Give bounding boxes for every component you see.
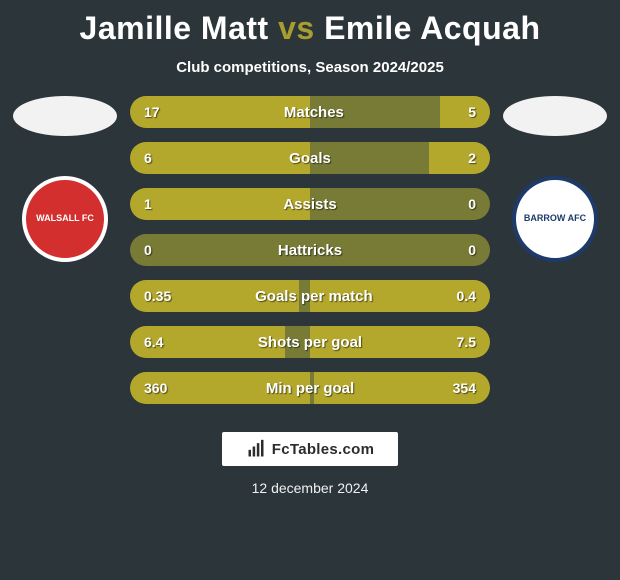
stat-label: Hattricks bbox=[152, 242, 468, 259]
stat-value-left: 6 bbox=[130, 150, 152, 166]
stat-value-right: 2 bbox=[468, 150, 490, 166]
stat-row: 0.35Goals per match0.4 bbox=[130, 280, 490, 312]
stat-label: Assists bbox=[152, 196, 468, 213]
brand-box: FcTables.com bbox=[222, 432, 398, 466]
stat-value-right: 7.5 bbox=[457, 334, 490, 350]
stat-value-right: 5 bbox=[468, 104, 490, 120]
subtitle: Club competitions, Season 2024/2025 bbox=[0, 59, 620, 76]
player1-name: Jamille Matt bbox=[80, 10, 269, 46]
left-side: WALSALL FC bbox=[10, 96, 120, 262]
stat-row: 17Matches5 bbox=[130, 96, 490, 128]
stat-row: 360Min per goal354 bbox=[130, 372, 490, 404]
stat-value-left: 17 bbox=[130, 104, 160, 120]
stat-value-left: 1 bbox=[130, 196, 152, 212]
chart-icon bbox=[246, 439, 266, 459]
stat-value-right: 0 bbox=[468, 196, 490, 212]
player2-club-label: BARROW AFC bbox=[524, 214, 586, 224]
footer-date: 12 december 2024 bbox=[0, 480, 620, 496]
stat-value-left: 6.4 bbox=[130, 334, 163, 350]
stats-bars: 17Matches56Goals21Assists00Hattricks00.3… bbox=[120, 96, 500, 404]
brand-text: FcTables.com bbox=[272, 441, 375, 458]
stat-row: 1Assists0 bbox=[130, 188, 490, 220]
main-layout: WALSALL FC 17Matches56Goals21Assists00Ha… bbox=[0, 96, 620, 404]
player1-avatar-placeholder bbox=[13, 96, 117, 136]
player2-avatar-placeholder bbox=[503, 96, 607, 136]
stat-label: Matches bbox=[160, 104, 469, 121]
player1-club-badge: WALSALL FC bbox=[22, 176, 108, 262]
stat-value-left: 0.35 bbox=[130, 288, 171, 304]
stat-row: 0Hattricks0 bbox=[130, 234, 490, 266]
stat-value-right: 0.4 bbox=[457, 288, 490, 304]
stat-value-right: 354 bbox=[453, 380, 490, 396]
stat-value-left: 360 bbox=[130, 380, 167, 396]
player2-club-badge: BARROW AFC bbox=[512, 176, 598, 262]
vs-word: vs bbox=[278, 10, 315, 46]
stat-label: Goals bbox=[152, 150, 468, 167]
stat-label: Goals per match bbox=[171, 288, 456, 305]
stat-row: 6Goals2 bbox=[130, 142, 490, 174]
stat-value-left: 0 bbox=[130, 242, 152, 258]
stat-label: Min per goal bbox=[167, 380, 452, 397]
right-side: BARROW AFC bbox=[500, 96, 610, 262]
comparison-title: Jamille Matt vs Emile Acquah bbox=[0, 0, 620, 47]
stat-row: 6.4Shots per goal7.5 bbox=[130, 326, 490, 358]
stat-label: Shots per goal bbox=[163, 334, 456, 351]
player2-name: Emile Acquah bbox=[324, 10, 540, 46]
stat-value-right: 0 bbox=[468, 242, 490, 258]
player1-club-label: WALSALL FC bbox=[36, 214, 94, 224]
